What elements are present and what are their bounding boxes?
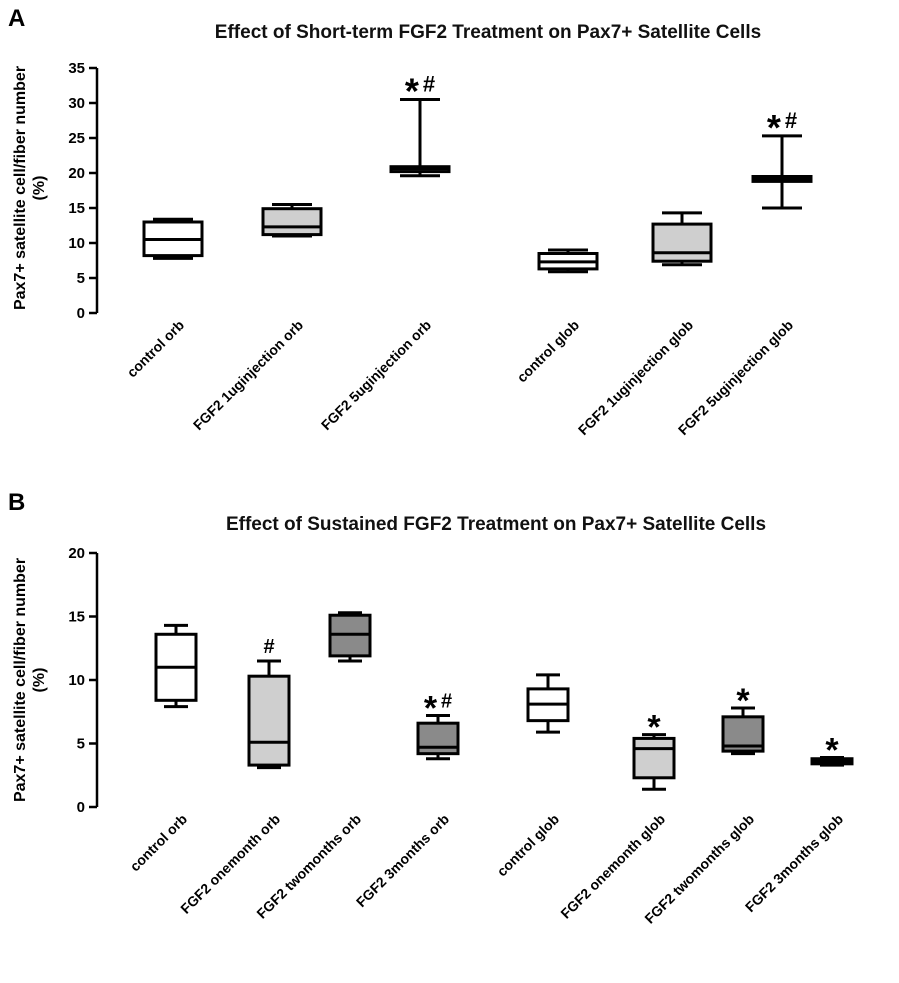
significance-annotation: * [736,682,750,720]
category-label: control glob [494,811,563,880]
significance-annotation: # [263,636,274,658]
box-group [651,211,713,267]
y-tick-label: 35 [68,60,85,77]
panel-b-chart: B Effect of Sustained FGF2 Treatment on … [8,489,854,927]
box-group: # [247,636,291,770]
y-tick-label: 15 [68,200,85,217]
box-group: * # [389,71,451,178]
y-tick-label: 20 [68,545,85,562]
significance-annotation: * # [424,690,452,728]
panel-a-title: Effect of Short-term FGF2 Treatment on P… [215,22,761,43]
iqr-box [416,721,460,756]
panel-b-y-axis-label-line2: (%) [31,668,48,693]
panel-a-y-ticks: 0 5 10 15 20 25 30 35 [68,60,97,322]
y-tick-label: 10 [68,235,85,252]
panel-a-boxes: * # * # [142,71,813,274]
panel-b-title: Effect of Sustained FGF2 Treatment on Pa… [226,514,766,535]
category-label: control orb [124,317,188,381]
box-group [526,673,570,734]
y-tick-label: 25 [68,130,85,147]
significance-annotation: * [647,709,661,747]
iqr-box [632,736,676,780]
panel-a-letter: A [8,5,25,32]
box-group [154,623,198,709]
iqr-box [651,222,713,263]
panel-a-y-axis-label-line1: Pax7+ satellite cell/fiber number [12,66,29,310]
category-label: FGF2 5uginjection orb [318,317,434,433]
iqr-box [247,674,291,767]
box-group [328,611,372,663]
box-group [537,248,599,274]
panel-a-y-axis-label-line2: (%) [31,176,48,201]
y-tick-label: 10 [68,672,85,689]
panel-b-boxes: # * # * * * [154,611,854,791]
category-label: control orb [127,811,191,875]
category-label: FGF2 3months orb [353,811,452,910]
box-group: * [721,682,765,756]
box-group: * [810,731,854,769]
panel-b-y-axis-label-line1: Pax7+ satellite cell/fiber number [12,558,29,802]
y-tick-label: 0 [77,799,85,816]
panel-a-chart: A Effect of Short-term FGF2 Treatment on… [8,5,813,438]
category-label: control glob [514,317,583,386]
category-label: FGF2 5uginjection glob [675,317,796,438]
box-group: * # [751,107,813,210]
box-group [261,203,323,238]
y-tick-label: 30 [68,95,85,112]
panel-b-letter: B [8,489,25,516]
y-tick-label: 0 [77,305,85,322]
box-group [142,217,204,260]
significance-annotation: * # [767,107,797,148]
box-group: * [632,709,676,791]
category-label: FGF2 3months glob [742,811,846,915]
panel-b-y-ticks: 0 5 10 15 20 [68,545,97,816]
category-label: FGF2 1uginjection orb [190,317,306,433]
y-tick-label: 5 [77,270,85,287]
significance-annotation: * [825,731,839,769]
box-group: * # [416,690,460,761]
y-tick-label: 15 [68,609,85,626]
iqr-box [261,207,323,237]
y-tick-label: 5 [77,736,85,753]
category-label: FGF2 1uginjection glob [575,317,696,438]
panel-a-category-labels: control orb FGF2 1uginjection orb FGF2 5ug… [124,317,797,438]
y-tick-label: 20 [68,165,85,182]
significance-annotation: * # [405,71,435,112]
